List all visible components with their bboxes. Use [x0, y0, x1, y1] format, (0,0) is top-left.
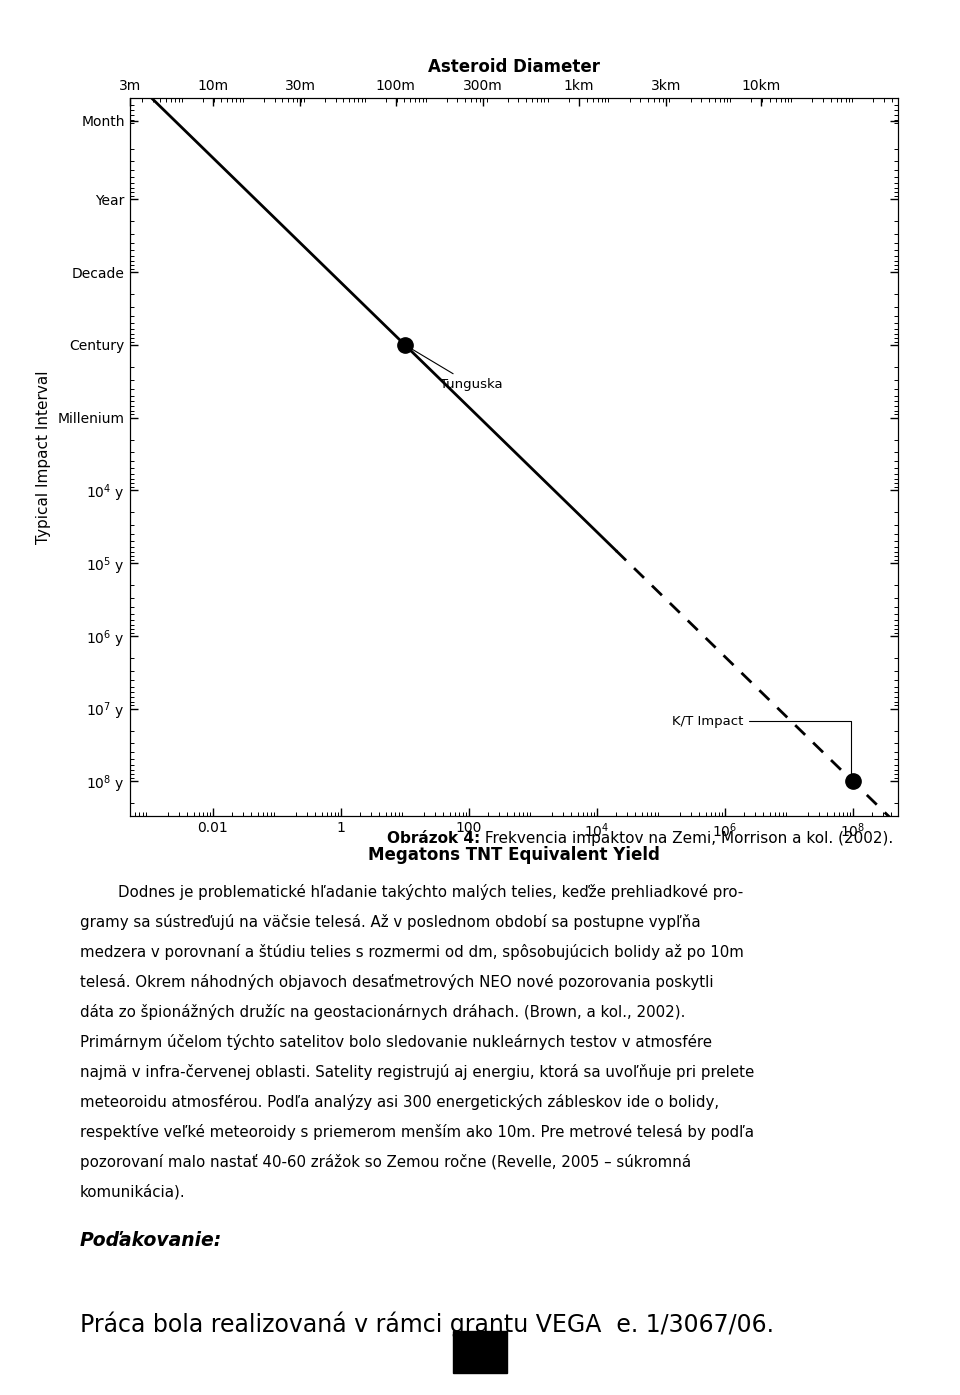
Text: komunikácia).: komunikácia). — [80, 1184, 185, 1200]
Text: Poďakovanie:: Poďakovanie: — [80, 1230, 222, 1250]
Text: Tunguska: Tunguska — [407, 346, 502, 391]
X-axis label: Asteroid Diameter: Asteroid Diameter — [427, 57, 600, 75]
Text: najmä v infra-červenej oblasti. Satelity registrujú aj energiu, ktorá sa uvoľňuj: najmä v infra-červenej oblasti. Satelity… — [80, 1064, 754, 1080]
Y-axis label: Typical Impact Interval: Typical Impact Interval — [36, 370, 51, 544]
Text: respektíve veľké meteoroidy s priemerom menším ako 10m. Pre metrové telesá by po: respektíve veľké meteoroidy s priemerom … — [80, 1124, 754, 1140]
Text: gramy sa sústreďujú na väčsie telesá. Až v poslednom období sa postupne vypľňa: gramy sa sústreďujú na väčsie telesá. Až… — [80, 915, 700, 930]
Text: dáta zo špionážných družíc na geostacionárnych dráhach. (Brown, a kol., 2002).: dáta zo špionážných družíc na geostacion… — [80, 1004, 685, 1020]
Text: Práca bola realizovaná v rámci grantu VEGA  e. 1/3067/06.: Práca bola realizovaná v rámci grantu VE… — [80, 1311, 774, 1338]
Text: K/T Impact: K/T Impact — [672, 714, 851, 778]
Text: Dodnes je problematické hľadanie takýchto malých telies, keďže prehliadkové pro-: Dodnes je problematické hľadanie takýcht… — [118, 884, 743, 900]
Text: Primárnym účelom týchto satelitov bolo sledovanie nukleárnych testov v atmosfére: Primárnym účelom týchto satelitov bolo s… — [80, 1034, 711, 1050]
Text: Frekvencia impaktov na Zemi, Morrison a kol. (2002).: Frekvencia impaktov na Zemi, Morrison a … — [480, 831, 893, 847]
X-axis label: Megatons TNT Equivalent Yield: Megatons TNT Equivalent Yield — [368, 847, 660, 865]
Text: Obrázok 4:: Obrázok 4: — [387, 831, 480, 847]
Text: meteoroidu atmosférou. Podľa analýzy asi 300 energetických zábleskov ide o bolid: meteoroidu atmosférou. Podľa analýzy asi… — [80, 1094, 719, 1110]
Text: medzera v porovnaní a štúdiu telies s rozmermi od dm, spôsobujúcich bolidy až po: medzera v porovnaní a štúdiu telies s ro… — [80, 944, 744, 960]
Text: telesá. Okrem náhodných objavoch desaťmetrových NEO nové pozorovania poskytli: telesá. Okrem náhodných objavoch desaťme… — [80, 974, 713, 990]
Text: 13: 13 — [469, 1345, 491, 1359]
Text: pozorovaní malo nastať 40-60 zrážok so Zemou ročne (Revelle, 2005 – súkromná: pozorovaní malo nastať 40-60 zrážok so Z… — [80, 1154, 691, 1170]
